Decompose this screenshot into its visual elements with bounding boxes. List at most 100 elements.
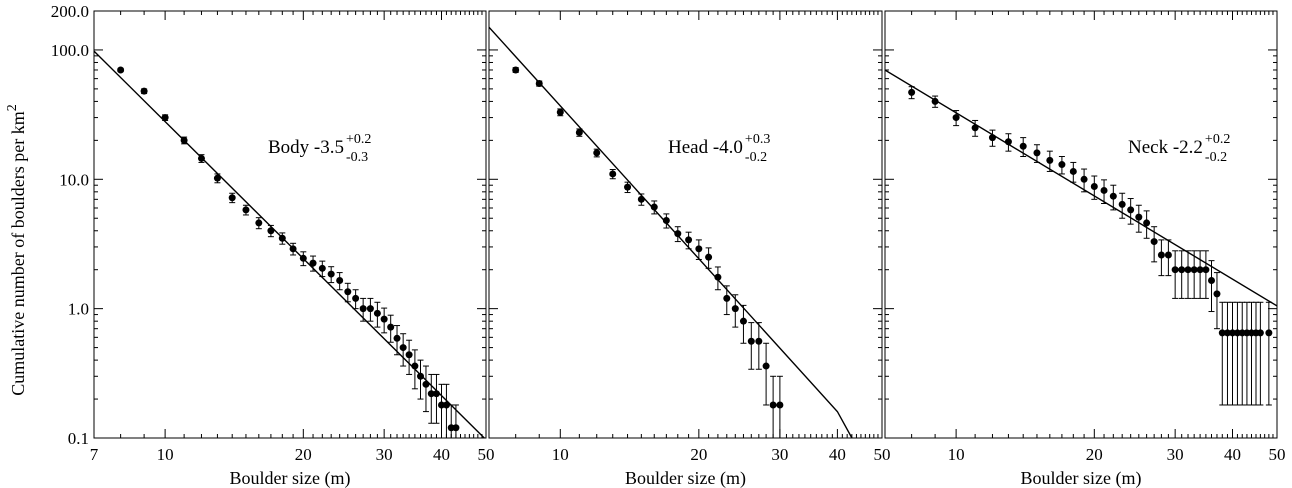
data-point xyxy=(609,170,617,178)
data-point xyxy=(908,88,916,96)
x-tick-label: 40 xyxy=(1224,445,1241,464)
data-point xyxy=(1157,251,1165,259)
panel-label: Body -3.5 xyxy=(268,137,344,158)
x-tick-label: 10 xyxy=(552,445,569,464)
x-axis-label: Boulder size (m) xyxy=(625,468,746,488)
y-tick-label: 200.0 xyxy=(51,2,89,21)
data-point xyxy=(731,305,739,313)
data-point xyxy=(1164,251,1172,259)
data-point xyxy=(1150,238,1158,246)
data-point xyxy=(417,372,425,380)
data-point xyxy=(650,203,658,211)
data-point xyxy=(1033,149,1041,157)
data-point xyxy=(405,351,413,359)
slope-lower-error: -0.2 xyxy=(1205,150,1227,165)
data-point xyxy=(267,227,275,235)
data-point xyxy=(1109,192,1117,200)
data-layer xyxy=(489,26,853,438)
x-axis-label: Boulder size (m) xyxy=(1021,468,1142,488)
data-layer xyxy=(94,50,486,438)
fit-line xyxy=(489,26,853,438)
data-point xyxy=(1265,329,1273,337)
data-point xyxy=(662,217,670,225)
data-point xyxy=(637,195,645,203)
x-tick-label: 40 xyxy=(433,445,450,464)
data-point xyxy=(762,362,770,370)
plot-area: 7 10 20 30 40 50 0.1 1.0 10.0 100.0 200.0 Boulder s… xyxy=(51,2,1286,488)
data-point xyxy=(213,174,221,182)
data-point xyxy=(1090,182,1098,190)
data-point xyxy=(952,114,960,122)
y-axis-label: Cumulative number of boulders per km2 xyxy=(5,104,28,395)
data-point xyxy=(197,154,205,162)
data-point xyxy=(422,380,430,388)
data-point xyxy=(1256,329,1264,337)
data-point xyxy=(714,273,722,281)
data-point xyxy=(776,401,784,409)
x-tick-label: 50 xyxy=(478,445,495,464)
data-point xyxy=(140,87,148,95)
data-point xyxy=(624,183,632,191)
data-point xyxy=(739,317,747,325)
data-point xyxy=(327,270,335,278)
slope-upper-error: +0.2 xyxy=(346,132,371,147)
data-point xyxy=(723,294,731,302)
data-point xyxy=(1229,329,1237,337)
x-tick-label: 10 xyxy=(948,445,965,464)
data-point xyxy=(1019,142,1027,150)
x-tick-label: 20 xyxy=(1086,445,1103,464)
data-point xyxy=(1184,266,1192,274)
data-point xyxy=(931,97,939,105)
data-point xyxy=(161,114,169,122)
plot-frame xyxy=(488,10,883,439)
data-point xyxy=(299,254,307,262)
data-point xyxy=(1080,175,1088,183)
data-point xyxy=(242,206,250,214)
data-point xyxy=(228,194,236,202)
data-point xyxy=(1218,329,1226,337)
data-point xyxy=(393,334,401,342)
data-point xyxy=(1004,138,1012,146)
plot-frame xyxy=(93,10,487,439)
x-tick-label: 40 xyxy=(829,445,846,464)
chart-panel-body: 7 10 20 30 40 50 0.1 1.0 10.0 100.0 200.0 Boulder s… xyxy=(51,2,495,488)
data-point xyxy=(1046,156,1054,164)
data-point xyxy=(380,315,388,323)
data-point xyxy=(1069,167,1077,175)
data-point xyxy=(556,108,564,116)
data-point xyxy=(442,401,450,409)
data-point xyxy=(685,236,693,244)
data-point xyxy=(695,245,703,253)
data-point xyxy=(255,219,263,227)
y-tick-label: 1.0 xyxy=(68,300,89,319)
data-point xyxy=(1058,161,1066,169)
data-point xyxy=(535,80,543,88)
data-point xyxy=(971,124,979,132)
data-point xyxy=(1233,329,1241,337)
data-point xyxy=(432,390,440,398)
data-point xyxy=(1223,329,1231,337)
data-point xyxy=(344,288,352,296)
data-point xyxy=(769,401,777,409)
data-point xyxy=(411,362,419,370)
data-point xyxy=(705,253,713,261)
data-point xyxy=(1118,200,1126,208)
data-point xyxy=(352,294,360,302)
data-point xyxy=(278,234,286,242)
data-point xyxy=(1127,206,1135,214)
data-point xyxy=(336,277,344,285)
x-tick-label: 30 xyxy=(1167,445,1184,464)
data-point xyxy=(373,309,381,317)
chart-panel-head: 10 20 30 40 50 Boulder size (m) Head -4.0 +0.3 -… xyxy=(488,10,891,488)
slope-upper-error: +0.3 xyxy=(745,132,770,147)
data-point xyxy=(1196,266,1204,274)
data-point xyxy=(309,259,317,267)
y-tick-label: 10.0 xyxy=(59,170,89,189)
data-point xyxy=(359,305,367,313)
x-tick-label: 50 xyxy=(874,445,891,464)
data-point xyxy=(1178,266,1186,274)
x-tick-label: 30 xyxy=(771,445,788,464)
data-point xyxy=(452,424,460,432)
x-tick-label: 7 xyxy=(90,445,99,464)
